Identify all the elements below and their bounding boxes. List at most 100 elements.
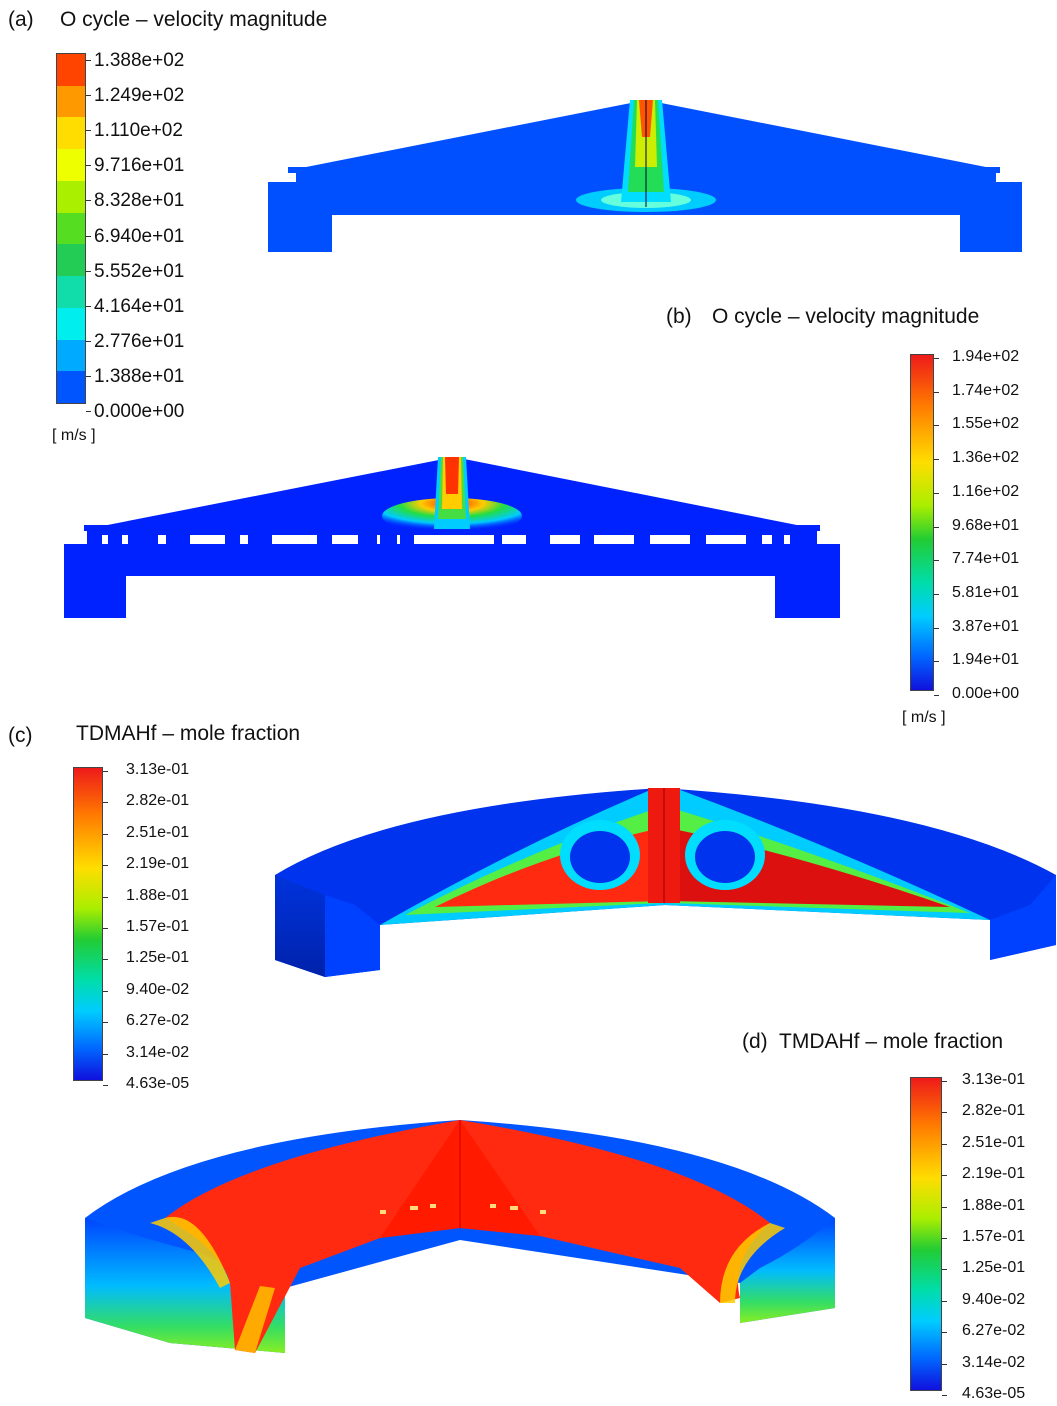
colorbar-d-tick-mark: [942, 1332, 947, 1334]
colorbar-c-tick-mark: [103, 896, 108, 898]
colorbar-c-tick-label: 2.82e-01: [126, 792, 190, 810]
colorbar-c-tick-mark: [103, 771, 108, 772]
colorbar-a-swatch: [57, 276, 85, 308]
colorbar-b-tick-mark: [934, 459, 939, 461]
colorbar-d-tick-label: 2.19e-01: [962, 1165, 1026, 1183]
colorbar-a-swatch: [57, 212, 85, 245]
colorbar-d-tick-label: 1.88e-01: [962, 1196, 1026, 1214]
colorbar-a-tick-mark: [86, 200, 91, 202]
colorbar-c-tick-mark: [103, 928, 108, 929]
colorbar-a-tick-label: 6.940e+01: [94, 225, 185, 247]
colorbar-c-tick-label: 3.14e-02: [126, 1043, 190, 1061]
panel-d-label: (d): [742, 1030, 768, 1053]
colorbar-a-tick-label: 2.776e+01: [94, 330, 185, 352]
colorbar-a-tick-label: 8.328e+01: [94, 190, 185, 212]
colorbar-c-tick-label: 9.40e-02: [126, 980, 190, 998]
colorbar-c-tick-label: 4.63e-05: [126, 1075, 190, 1092]
colorbar-a-swatch: [57, 117, 85, 150]
contour-d: [85, 1120, 835, 1353]
colorbar-b-tick-label: 1.16e+02: [952, 482, 1020, 500]
colorbar-c-tick-label: 3.13e-01: [126, 761, 190, 778]
colorbar-b-tick-label: 1.36e+02: [952, 449, 1020, 467]
colorbar-b-tick-mark: [934, 560, 939, 562]
colorbar-c-tick-label: 1.57e-01: [126, 918, 190, 935]
colorbar-c-tick-mark: [103, 959, 108, 961]
colorbar-d-tick-mark: [942, 1175, 947, 1177]
colorbar-d-tick-label: 2.82e-01: [962, 1102, 1026, 1120]
colorbar-a-tick-label: 4.164e+01: [94, 295, 185, 317]
colorbar-a-tick-label: 9.716e+01: [94, 155, 185, 177]
colorbar-c-tick-mark: [103, 1022, 108, 1024]
colorbar-b-tick-label: 5.81e+01: [952, 583, 1020, 601]
colorbar-c-tick-mark: [103, 802, 108, 804]
colorbar-d-tick-label: 1.57e-01: [962, 1228, 1026, 1245]
colorbar-b-gradient: [910, 354, 934, 691]
colorbar-a-tick-label: 1.388e+01: [94, 365, 185, 387]
colorbar-b-tick-mark: [934, 391, 939, 393]
colorbar-a-tick-label: 5.552e+01: [94, 260, 185, 282]
colorbar-b-tick-mark: [934, 627, 939, 629]
colorbar-c-tick-label: 2.51e-01: [126, 823, 190, 841]
colorbar-b-tick-mark: [934, 526, 939, 528]
colorbar-b-tick-mark: [934, 358, 939, 359]
colorbar-a-tick-mark: [86, 165, 91, 167]
colorbar-b-tick-label: 1.55e+02: [952, 415, 1020, 433]
colorbar-b-tick-label: 1.94e+02: [952, 348, 1020, 365]
colorbar-d-tick-mark: [942, 1269, 947, 1271]
contour-c: [275, 788, 1056, 977]
colorbar-a-tick-mark: [86, 60, 91, 61]
colorbar-c-tick-mark: [103, 990, 108, 992]
colorbar-a-tick-mark: [86, 375, 91, 377]
colorbar-a-swatch: [57, 54, 85, 86]
colorbar-a-swatch: [57, 85, 85, 118]
contour-a: [268, 100, 1022, 252]
colorbar-d-tick-mark: [942, 1081, 947, 1082]
colorbar-b-tick-label: 3.87e+01: [952, 617, 1020, 635]
colorbar-d-tick-label: 3.14e-02: [962, 1353, 1026, 1371]
colorbar-d-tick-mark: [942, 1300, 947, 1302]
panel-a-title: O cycle – velocity magnitude: [60, 8, 328, 31]
colorbar-a-unit: [ m/s ]: [52, 427, 96, 444]
colorbar-d-tick-mark: [942, 1112, 947, 1114]
colorbar-d-tick-label: 9.40e-02: [962, 1290, 1026, 1308]
contour-b: [64, 457, 840, 618]
colorbar-a-tick-mark: [86, 95, 91, 97]
colorbar-c-gradient: [73, 767, 103, 1081]
colorbar-a-swatch: [57, 180, 85, 213]
colorbar-b-tick-mark: [934, 593, 939, 595]
colorbar-c-tick-mark: [103, 833, 108, 835]
colorbar-d-tick-label: 3.13e-01: [962, 1071, 1026, 1088]
colorbar-b-tick-mark: [934, 661, 939, 663]
colorbar-a-tick-mark: [86, 270, 91, 272]
colorbar-b-tick-mark: [934, 695, 939, 696]
panel-c-label: (c): [8, 724, 33, 747]
colorbar-c-tick-mark: [103, 865, 108, 867]
colorbar-a-tick-mark: [86, 130, 91, 132]
colorbar-b-tick-mark: [934, 425, 939, 427]
colorbar-b-unit: [ m/s ]: [902, 709, 946, 726]
colorbar-c-tick-label: 2.19e-01: [126, 855, 190, 873]
colorbar-a-swatches: [56, 53, 86, 404]
colorbar-c-tick-label: 1.25e-01: [126, 949, 190, 967]
colorbar-d-tick-label: 2.51e-01: [962, 1133, 1026, 1151]
colorbar-a-tick-mark: [86, 305, 91, 307]
colorbar-d-tick-mark: [942, 1363, 947, 1365]
colorbar-a-tick-label: 1.110e+02: [94, 120, 183, 142]
panel-c-title: TDMAHf – mole fraction: [76, 722, 301, 745]
colorbar-d-tick-mark: [942, 1143, 947, 1145]
panel-a-label: (a): [8, 8, 34, 31]
colorbar-d-tick-mark: [942, 1206, 947, 1208]
colorbar-b-tick-label: 0.00e+00: [952, 685, 1020, 702]
colorbar-b-tick-label: 1.94e+01: [952, 651, 1020, 669]
colorbar-a-tick-mark: [86, 340, 91, 342]
colorbar-d-tick-label: 6.27e-02: [962, 1322, 1026, 1340]
colorbar-d-tick-mark: [942, 1395, 947, 1396]
colorbar-a-tick-mark: [86, 411, 91, 412]
colorbar-c-tick-mark: [103, 1053, 108, 1055]
panel-d-title: TMDAHf – mole fraction: [779, 1030, 1004, 1053]
colorbar-a-tick-mark: [86, 235, 91, 237]
colorbar-d-tick-label: 4.63e-05: [962, 1385, 1026, 1402]
colorbar-a-swatch: [57, 149, 85, 181]
colorbar-b-tick-mark: [934, 492, 939, 494]
colorbar-a-swatch: [57, 244, 85, 277]
